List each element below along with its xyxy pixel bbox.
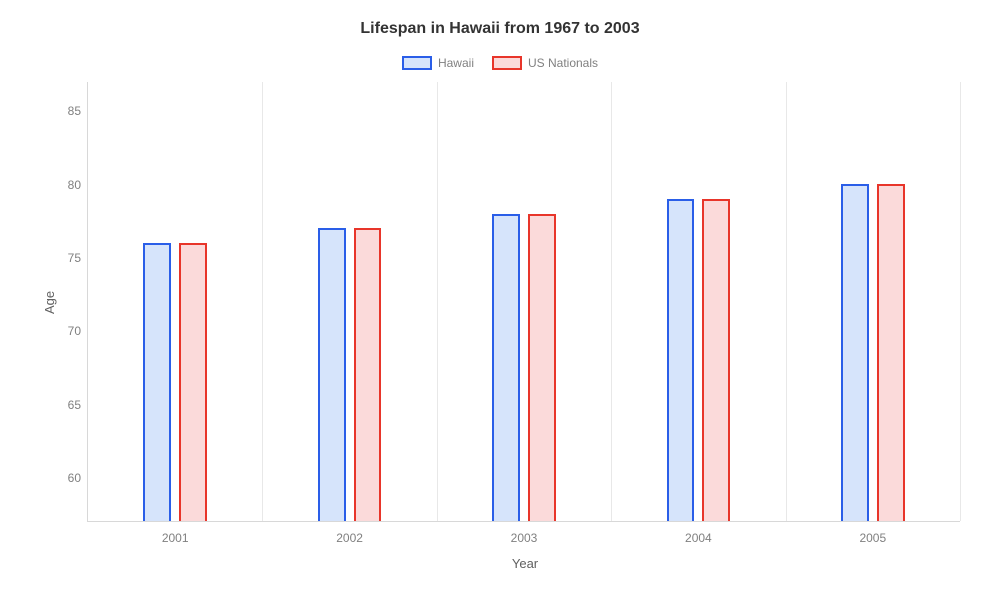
- y-axis-title: Age: [36, 82, 57, 522]
- x-tick: 2004: [685, 531, 712, 545]
- bar-us: [354, 228, 382, 521]
- legend: Hawaii US Nationals: [30, 56, 970, 70]
- y-tick: 60: [68, 471, 81, 485]
- plot-area: Age 60 65 70 75 80 85 20012002200320042005: [36, 82, 970, 522]
- x-axis-title: Year: [80, 556, 970, 571]
- legend-swatch-hawaii: [402, 56, 432, 70]
- grid-line: [262, 82, 263, 521]
- chart-title: Lifespan in Hawaii from 1967 to 2003: [30, 20, 970, 38]
- bar-us: [702, 199, 730, 521]
- bar-us: [179, 243, 207, 521]
- x-tick: 2003: [511, 531, 538, 545]
- bar-hawaii: [841, 184, 869, 521]
- legend-item-us: US Nationals: [492, 56, 598, 70]
- chart-container: Lifespan in Hawaii from 1967 to 2003 Haw…: [0, 0, 1000, 600]
- y-tick: 70: [68, 324, 81, 338]
- x-tick: 2005: [859, 531, 886, 545]
- bar-us: [528, 214, 556, 521]
- legend-swatch-us: [492, 56, 522, 70]
- y-axis-ticks: 60 65 70 75 80 85: [57, 82, 87, 522]
- grid-line: [611, 82, 612, 521]
- plot: 20012002200320042005: [87, 82, 960, 522]
- legend-label-us: US Nationals: [528, 56, 598, 70]
- y-tick: 75: [68, 251, 81, 265]
- y-tick: 65: [68, 398, 81, 412]
- y-tick: 85: [68, 104, 81, 118]
- bar-hawaii: [492, 214, 520, 521]
- grid-line: [786, 82, 787, 521]
- legend-item-hawaii: Hawaii: [402, 56, 474, 70]
- grid-line: [960, 82, 961, 521]
- grid-line: [437, 82, 438, 521]
- bar-us: [877, 184, 905, 521]
- legend-label-hawaii: Hawaii: [438, 56, 474, 70]
- y-tick: 80: [68, 178, 81, 192]
- bar-hawaii: [318, 228, 346, 521]
- x-tick: 2001: [162, 531, 189, 545]
- x-tick: 2002: [336, 531, 363, 545]
- bar-hawaii: [667, 199, 695, 521]
- bar-hawaii: [143, 243, 171, 521]
